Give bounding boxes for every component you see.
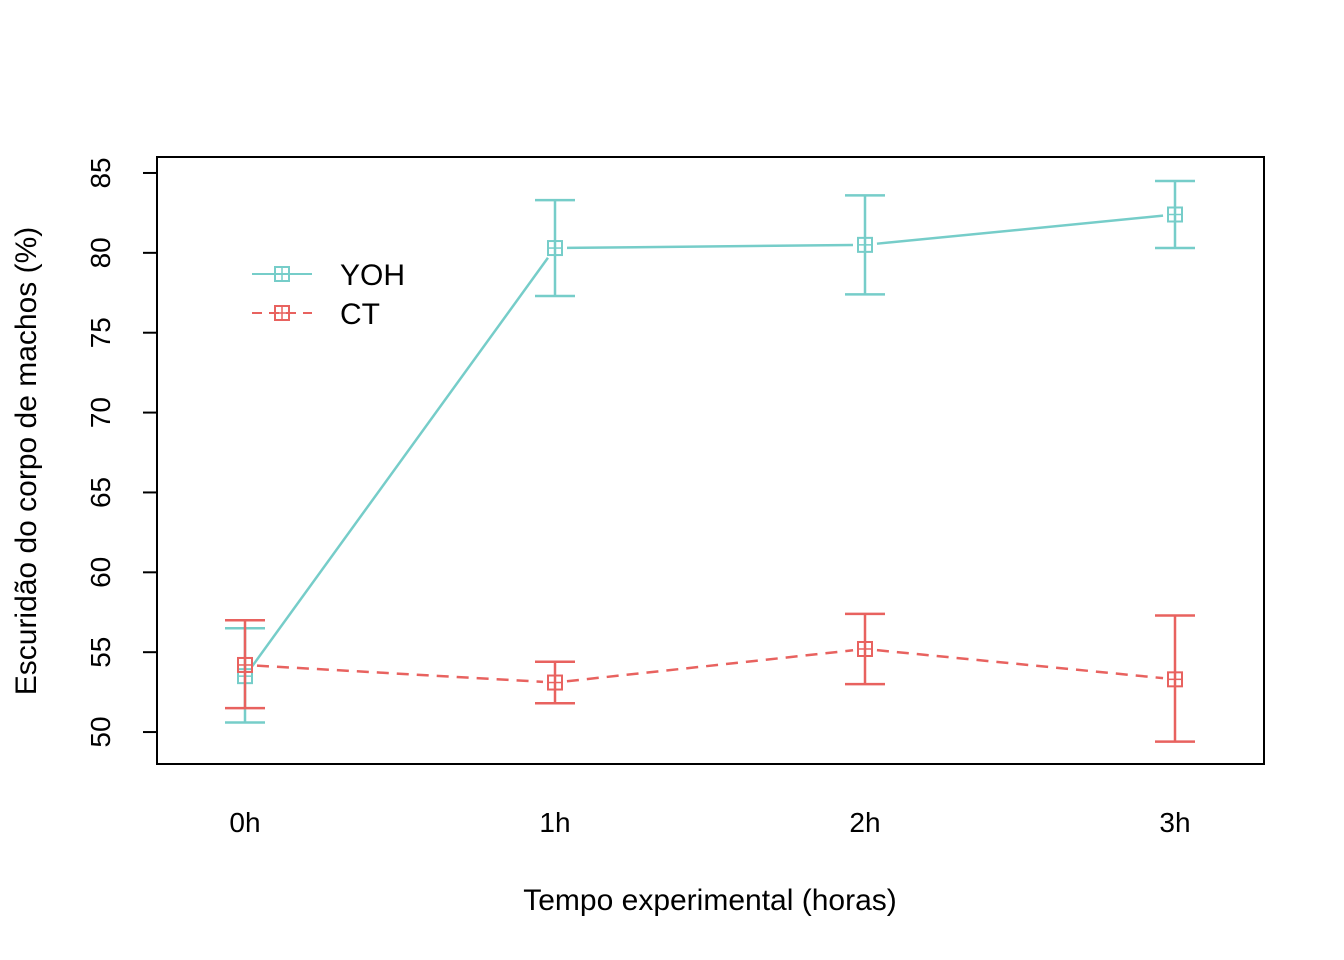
y-tick-label: 65 [85,477,116,508]
series-ct [225,612,1195,743]
y-tick-label: 70 [85,397,116,428]
y-tick-label: 55 [85,637,116,668]
x-tick-label: 1h [539,807,570,838]
x-tick-label: 3h [1159,807,1190,838]
series-line-segment [876,648,1164,680]
y-axis: 50 55 60 65 70 75 80 85 [85,157,157,748]
legend-label: YOH [340,259,405,292]
legend: YOH CT [252,259,405,331]
series-yoh [225,179,1195,724]
y-tick-label: 85 [85,157,116,188]
plot-frame [156,156,1265,765]
y-tick-label: 60 [85,557,116,588]
y-tick-label: 50 [85,716,116,747]
y-tick-label: 80 [85,237,116,268]
legend-label: CT [340,298,380,331]
series-line-segment [256,664,544,684]
x-axis: 0h 1h 2h 3h [229,807,1190,838]
y-tick-label: 75 [85,317,116,348]
plot-layer [225,179,1195,743]
x-axis-title: Tempo experimental (horas) [523,884,897,917]
series-line-segment [566,243,854,250]
series-line-segment [251,257,549,668]
y-axis-title: Escuridão do corpo de machos (%) [10,227,43,696]
x-tick-label: 0h [229,807,260,838]
series-line-segment [876,214,1164,245]
series-line-segment [566,649,854,683]
x-tick-label: 2h [849,807,880,838]
